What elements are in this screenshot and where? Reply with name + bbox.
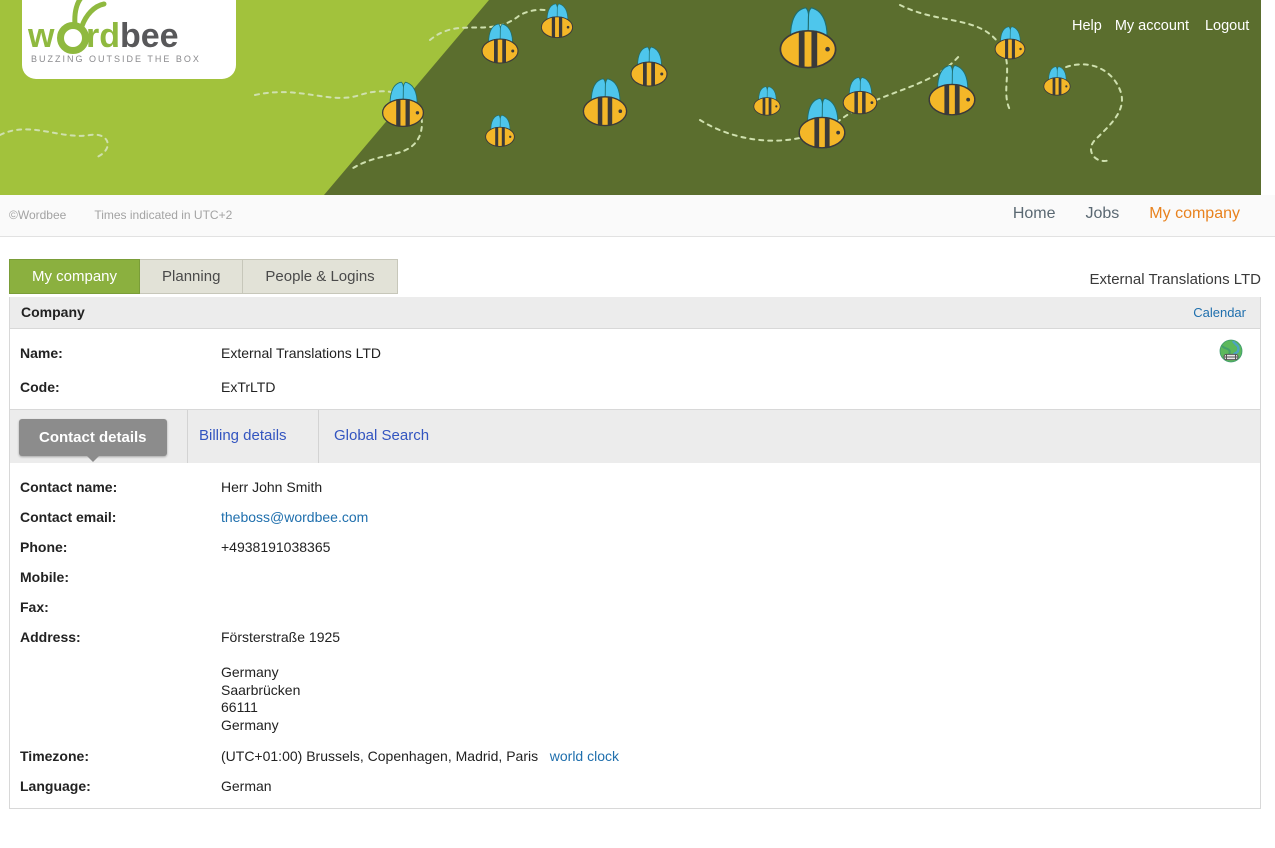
svg-text:BUZZING OUTSIDE THE BOX: BUZZING OUTSIDE THE BOX — [31, 54, 201, 64]
svg-text:bee: bee — [120, 17, 179, 55]
svg-text:rd: rd — [86, 17, 120, 55]
svg-text:w: w — [27, 17, 55, 55]
